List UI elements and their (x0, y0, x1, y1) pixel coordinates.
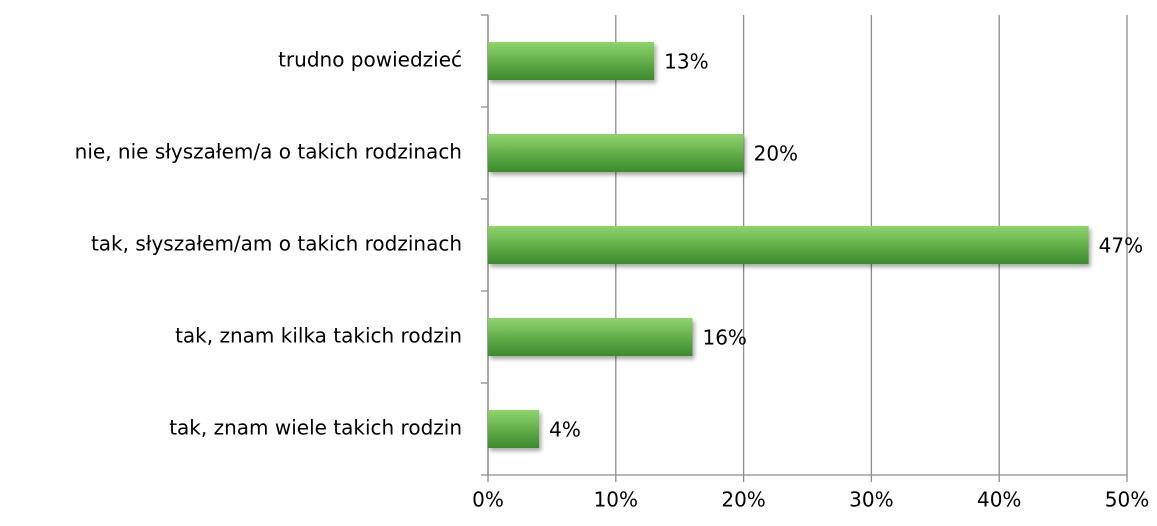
bar (488, 42, 655, 80)
y-tick-label: tak, słyszałem/am o takich rodzinach (91, 232, 462, 256)
y-tick-label: tak, znam wiele takich rodzin (169, 416, 462, 440)
y-tick-label: trudno powiedzieć (278, 48, 462, 72)
bar (488, 134, 744, 172)
bar (488, 410, 540, 448)
x-tick-label: 0% (472, 488, 504, 512)
x-tick-label: 10% (594, 488, 638, 512)
x-tick-label: 30% (849, 488, 893, 512)
data-label: 4% (549, 418, 581, 442)
x-tick-label: 40% (977, 488, 1021, 512)
data-label: 47% (1099, 234, 1143, 258)
x-tick-label: 50% (1105, 488, 1149, 512)
y-tick-label: nie, nie słyszałem/a o takich rodzinach (75, 140, 462, 164)
data-label: 20% (754, 142, 798, 166)
x-tick-label: 20% (721, 488, 765, 512)
y-tick-label: tak, znam kilka takich rodzin (175, 324, 462, 348)
data-label: 13% (664, 50, 708, 74)
bar (488, 226, 1089, 264)
data-label: 16% (702, 326, 746, 350)
bar (488, 318, 693, 356)
